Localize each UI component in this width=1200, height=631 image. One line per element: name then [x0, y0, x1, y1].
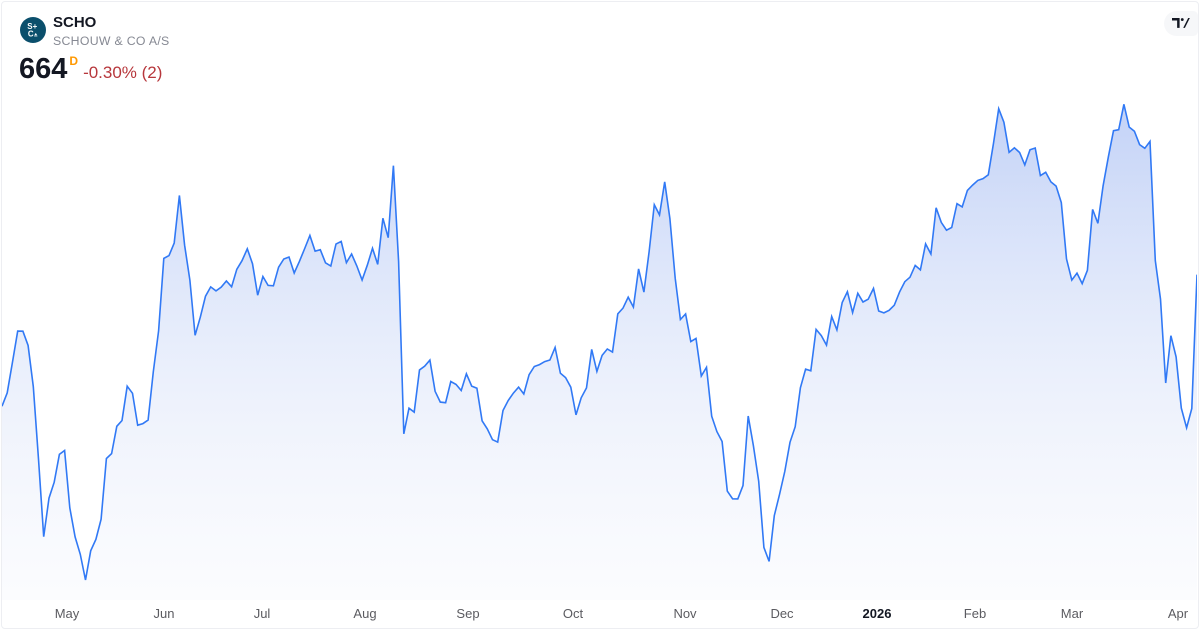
- svg-text:C: C: [28, 30, 34, 39]
